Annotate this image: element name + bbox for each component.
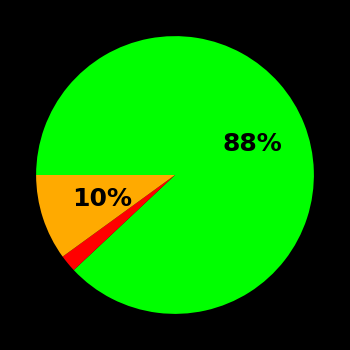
Text: 88%: 88% bbox=[223, 132, 282, 156]
Wedge shape bbox=[63, 175, 175, 270]
Wedge shape bbox=[36, 36, 314, 314]
Text: 10%: 10% bbox=[72, 187, 132, 211]
Wedge shape bbox=[36, 175, 175, 257]
